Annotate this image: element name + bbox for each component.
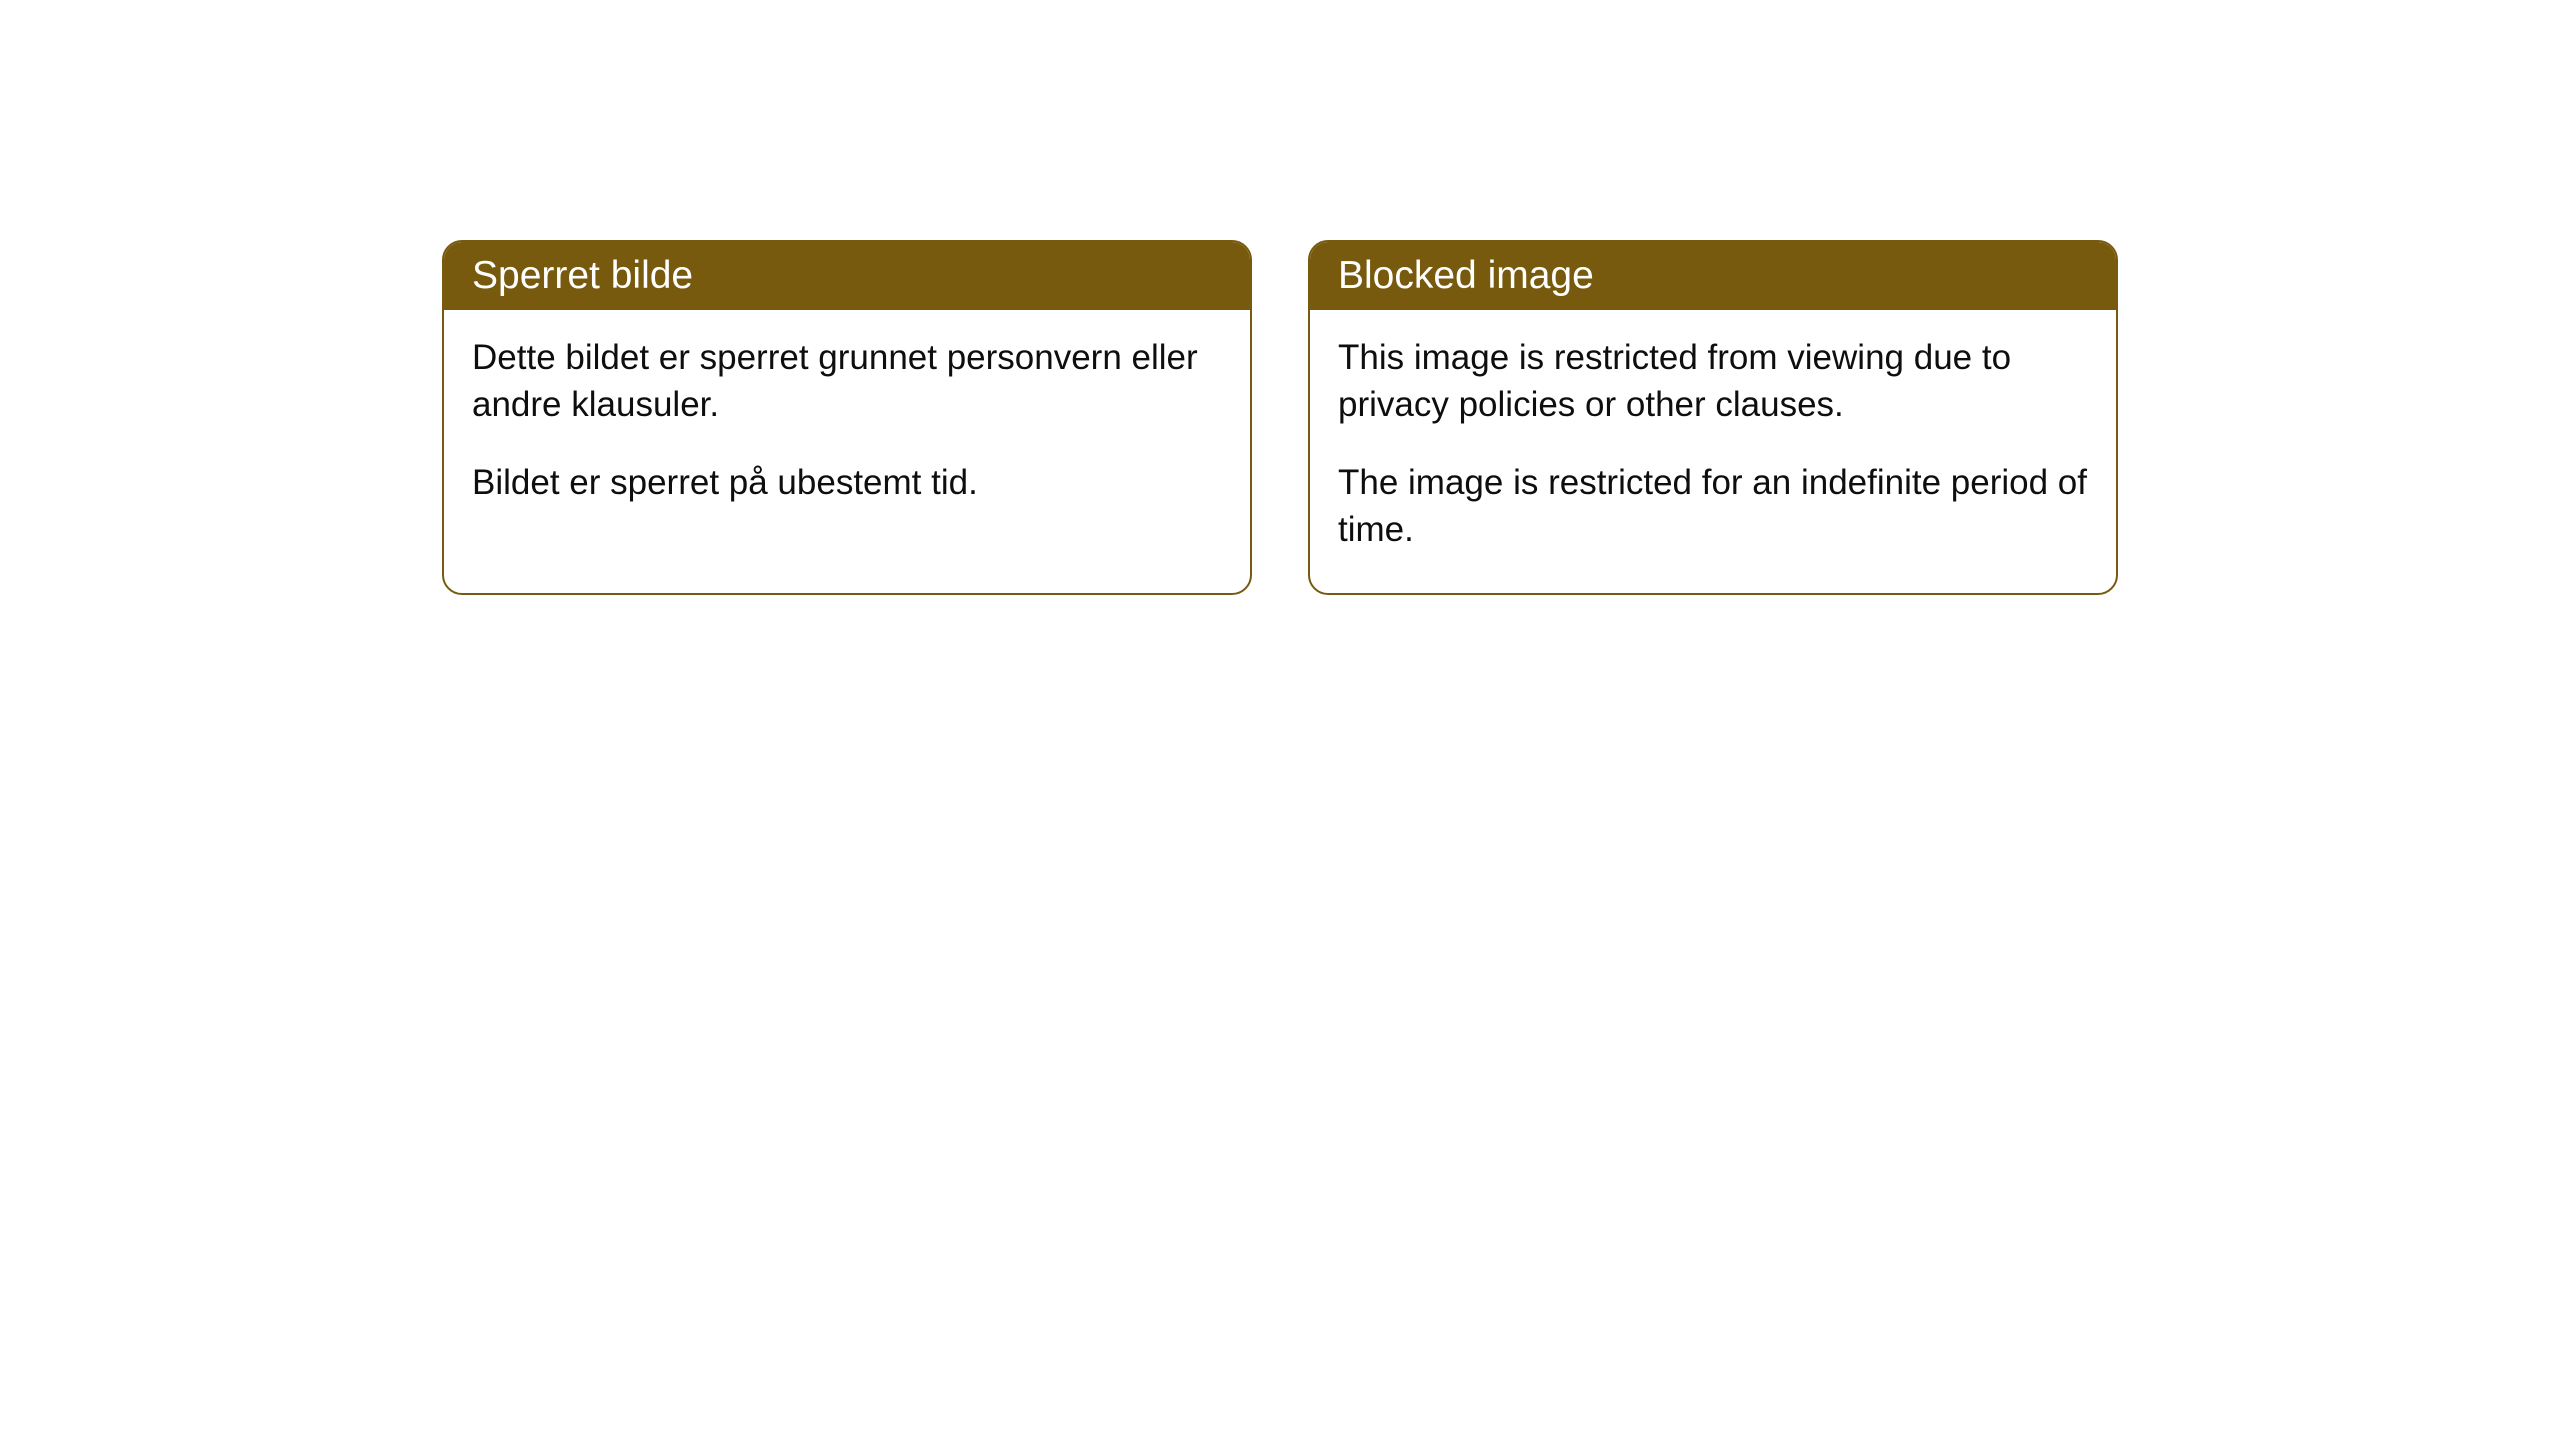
card-title: Sperret bilde (472, 254, 693, 297)
card-title: Blocked image (1338, 254, 1594, 297)
card-header-norwegian: Sperret bilde (444, 242, 1250, 310)
card-header-english: Blocked image (1310, 242, 2116, 310)
card-paragraph-2: Bildet er sperret på ubestemt tid. (472, 459, 1222, 506)
cards-container: Sperret bilde Dette bildet er sperret gr… (0, 240, 2560, 595)
card-english: Blocked image This image is restricted f… (1308, 240, 2118, 595)
card-norwegian: Sperret bilde Dette bildet er sperret gr… (442, 240, 1252, 595)
card-paragraph-1: Dette bildet er sperret grunnet personve… (472, 334, 1222, 429)
card-body-english: This image is restricted from viewing du… (1310, 310, 2116, 593)
card-body-norwegian: Dette bildet er sperret grunnet personve… (444, 310, 1250, 546)
card-paragraph-1: This image is restricted from viewing du… (1338, 334, 2088, 429)
card-paragraph-2: The image is restricted for an indefinit… (1338, 459, 2088, 554)
